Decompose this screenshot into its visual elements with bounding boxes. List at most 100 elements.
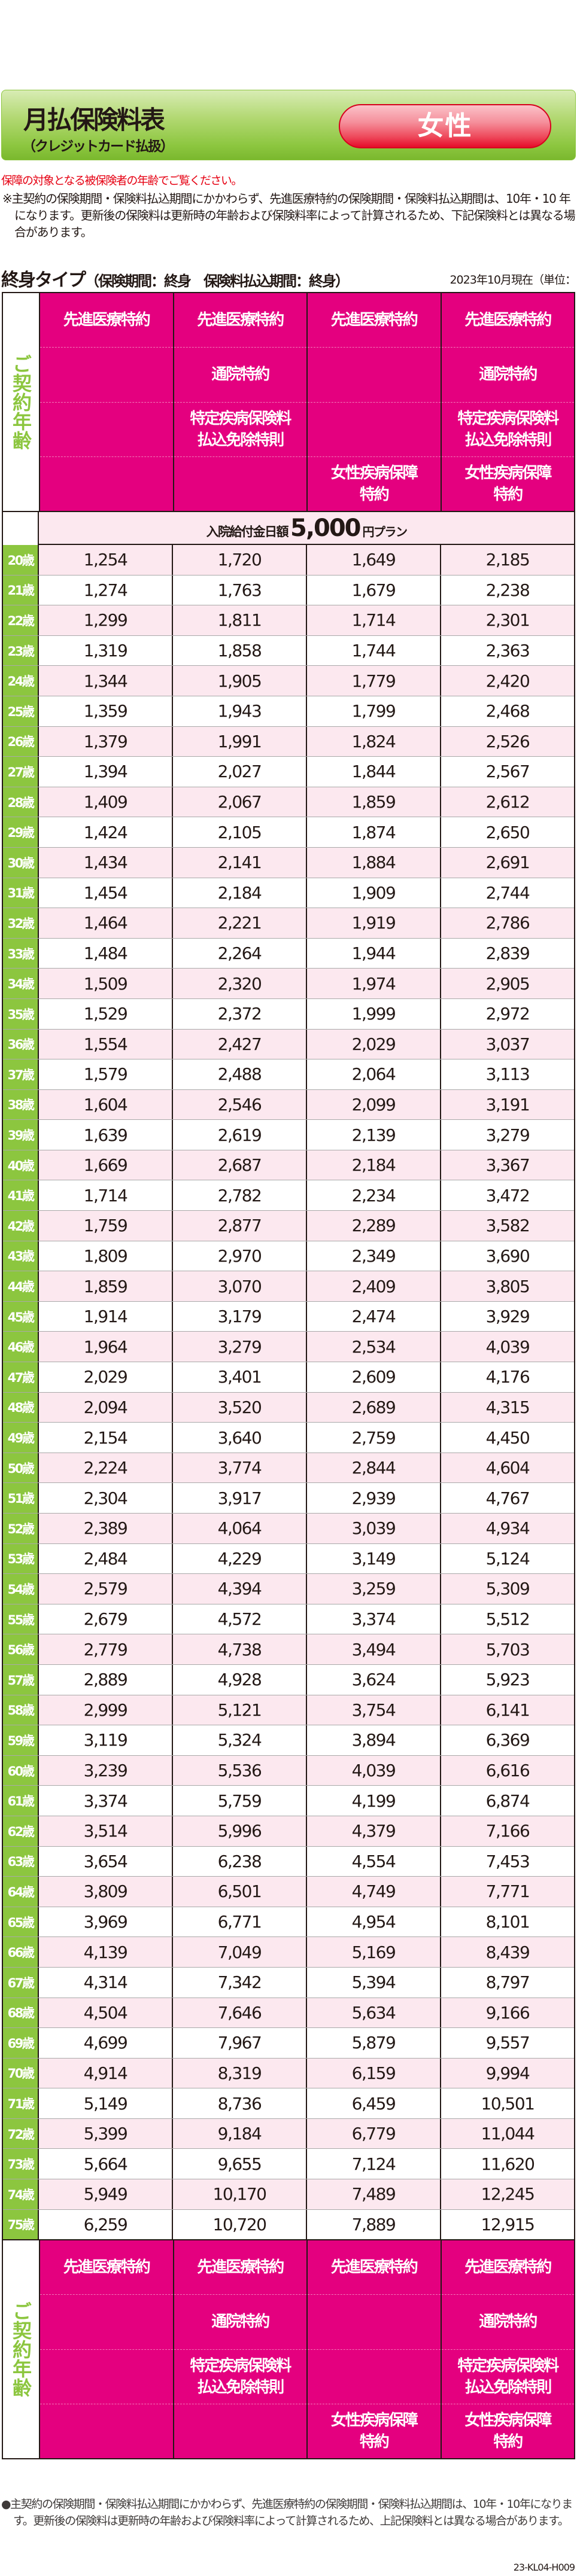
premium-cell: 5,536 xyxy=(173,1755,307,1786)
rider-label xyxy=(174,2404,307,2458)
premium-cell: 1,859 xyxy=(39,1271,173,1301)
premium-cell: 2,972 xyxy=(441,998,574,1029)
section-type: 終身タイプ xyxy=(1,270,86,291)
premium-cell: 4,315 xyxy=(441,1392,574,1423)
premium-cell: 12,245 xyxy=(441,2179,574,2209)
rider-column-header: 先進医療特約 女性疾病保障 特約 xyxy=(308,293,442,511)
table-row: 73歳 5,664 9,655 7,124 11,620 xyxy=(3,2149,574,2180)
age-cell: 55歳 xyxy=(3,1604,39,1634)
premium-cell: 1,763 xyxy=(173,575,307,605)
premium-cell: 3,754 xyxy=(307,1695,441,1725)
premium-cell: 5,634 xyxy=(307,1998,441,2028)
rider-label: 女性疾病保障 特約 xyxy=(330,464,418,504)
age-cell: 66歳 xyxy=(3,1937,39,1967)
rider-label xyxy=(40,2295,173,2350)
premium-cell: 9,655 xyxy=(173,2149,307,2179)
title-band: 月払保険料表 （クレジットカード払扱） 女性 xyxy=(1,90,576,160)
premium-cell: 5,169 xyxy=(307,1937,441,1967)
table-row: 64歳 3,809 6,501 4,749 7,771 xyxy=(3,1877,574,1907)
premium-cell: 1,464 xyxy=(39,908,173,938)
rider-label: 通院特約 xyxy=(441,348,574,403)
premium-cell: 2,099 xyxy=(307,1089,441,1120)
table-row: 27歳 1,394 2,027 1,844 2,567 xyxy=(3,757,574,787)
premium-cell: 5,394 xyxy=(307,1967,441,1998)
age-cell: 68歳 xyxy=(3,1998,39,2028)
premium-cell: 5,759 xyxy=(173,1786,307,1816)
table-row: 24歳 1,344 1,905 1,779 2,420 xyxy=(3,666,574,696)
premium-cell: 4,749 xyxy=(307,1877,441,1907)
premium-cell: 5,121 xyxy=(173,1695,307,1725)
premium-cell: 3,894 xyxy=(307,1725,441,1755)
premium-cell: 9,166 xyxy=(441,1998,574,2028)
table-row: 62歳 3,514 5,996 4,379 7,166 xyxy=(3,1816,574,1847)
premium-cell: 2,889 xyxy=(39,1664,173,1695)
table-row: 74歳 5,949 10,170 7,489 12,245 xyxy=(3,2179,574,2210)
premium-cell: 1,744 xyxy=(307,635,441,666)
premium-cell: 2,224 xyxy=(39,1453,173,1483)
premium-cell: 1,919 xyxy=(307,908,441,938)
age-cell: 49歳 xyxy=(3,1423,39,1453)
premium-cell: 2,221 xyxy=(173,908,307,938)
rider-label: 先進医療特約 xyxy=(308,2240,441,2295)
premium-cell: 5,324 xyxy=(173,1725,307,1755)
table-header-top: ご契約年齢 先進医療特約 先進医療特約 通院特約 特定疾病保険料 払込免除特則 先進医療特… xyxy=(2,292,575,512)
premium-cell: 5,512 xyxy=(441,1604,574,1634)
premium-cell: 2,304 xyxy=(39,1483,173,1513)
age-cell: 50歳 xyxy=(3,1453,39,1483)
age-header-label: ご契約年齢 xyxy=(10,2301,32,2397)
premium-cell: 2,234 xyxy=(307,1180,441,1211)
age-cell: 73歳 xyxy=(3,2149,39,2179)
rider-label: 先進医療特約 xyxy=(174,293,306,348)
premium-cell: 2,782 xyxy=(173,1180,307,1211)
rider-label: 通院特約 xyxy=(174,2295,306,2350)
rider-label: 女性疾病保障 特約 xyxy=(464,2411,552,2451)
table-row: 70歳 4,914 8,319 6,159 9,994 xyxy=(3,2058,574,2089)
premium-cell: 2,184 xyxy=(173,878,307,908)
premium-cell: 2,184 xyxy=(307,1150,441,1180)
rider-label: 先進医療特約 xyxy=(40,293,173,348)
premium-cell: 7,342 xyxy=(173,1967,307,1998)
rider-label xyxy=(40,348,173,403)
age-header-label: ご契約年齢 xyxy=(10,354,32,450)
age-cell: 52歳 xyxy=(3,1514,39,1543)
premium-cell: 1,554 xyxy=(39,1029,173,1059)
premium-cell: 8,101 xyxy=(441,1907,574,1937)
premium-cell: 9,184 xyxy=(173,2118,307,2149)
age-cell: 53歳 xyxy=(3,1543,39,1574)
plan-amount: 5,000 xyxy=(290,514,362,542)
rider-label: 先進医療特約 xyxy=(174,2240,306,2295)
age-cell: 27歳 xyxy=(3,757,39,787)
premium-cell: 3,520 xyxy=(173,1392,307,1423)
premium-cell: 4,039 xyxy=(441,1332,574,1362)
table-row: 21歳 1,274 1,763 1,679 2,238 xyxy=(3,575,574,606)
premium-cell: 1,884 xyxy=(307,847,441,878)
age-cell: 59歳 xyxy=(3,1725,39,1755)
premium-cell: 3,279 xyxy=(173,1332,307,1362)
premium-cell: 7,489 xyxy=(307,2179,441,2209)
premium-cell: 6,238 xyxy=(173,1846,307,1877)
table-row: 49歳 2,154 3,640 2,759 4,450 xyxy=(3,1423,574,1453)
age-cell: 34歳 xyxy=(3,969,39,998)
premium-cell: 1,809 xyxy=(39,1241,173,1271)
table-row: 65歳 3,969 6,771 4,954 8,101 xyxy=(3,1907,574,1938)
premium-cell: 3,259 xyxy=(307,1574,441,1604)
rider-label: 特定疾病保険料 払込免除特則 xyxy=(174,403,306,457)
premium-cell: 9,994 xyxy=(441,2058,574,2088)
premium-cell: 8,319 xyxy=(173,2058,307,2088)
table-row: 50歳 2,224 3,774 2,844 4,604 xyxy=(3,1453,574,1484)
rider-label: 女性疾病保障 特約 xyxy=(330,2411,418,2451)
premium-cell: 5,309 xyxy=(441,1574,574,1604)
table-row: 67歳 4,314 7,342 5,394 8,797 xyxy=(3,1967,574,1998)
age-header: ご契約年齢 xyxy=(3,293,40,511)
table-row: 39歳 1,639 2,619 2,139 3,279 xyxy=(3,1120,574,1150)
premium-cell: 2,264 xyxy=(173,938,307,969)
premium-cell: 4,229 xyxy=(173,1543,307,1574)
premium-cell: 4,934 xyxy=(441,1514,574,1543)
document-code: 23-KL04-H009 xyxy=(513,2562,575,2573)
premium-cell: 2,534 xyxy=(307,1332,441,1362)
premium-cell: 2,141 xyxy=(173,847,307,878)
table-row: 69歳 4,699 7,967 5,879 9,557 xyxy=(3,2028,574,2059)
premium-cell: 2,744 xyxy=(441,878,574,908)
premium-cell: 3,039 xyxy=(307,1514,441,1543)
gender-female-button[interactable]: 女性 xyxy=(339,104,551,148)
